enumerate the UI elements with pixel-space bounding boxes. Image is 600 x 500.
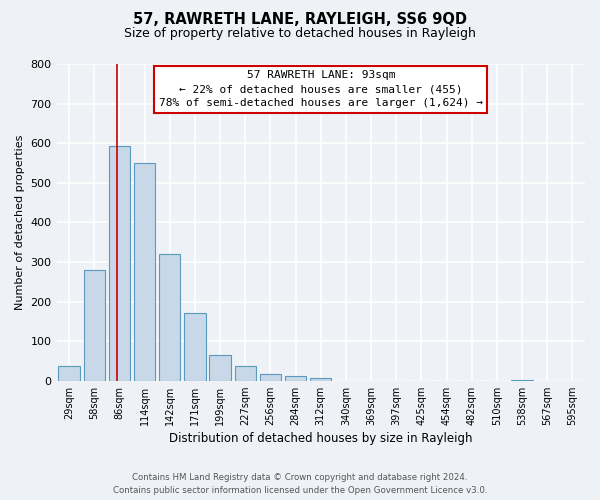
Bar [310,378,331,380]
Bar [58,366,80,380]
Bar [159,254,181,380]
Bar [235,366,256,380]
Text: Size of property relative to detached houses in Rayleigh: Size of property relative to detached ho… [124,28,476,40]
Bar [134,164,155,380]
Bar [184,314,206,380]
Y-axis label: Number of detached properties: Number of detached properties [15,134,25,310]
X-axis label: Distribution of detached houses by size in Rayleigh: Distribution of detached houses by size … [169,432,473,445]
Bar [83,270,105,380]
Text: 57 RAWRETH LANE: 93sqm
← 22% of detached houses are smaller (455)
78% of semi-de: 57 RAWRETH LANE: 93sqm ← 22% of detached… [159,70,483,108]
Bar [285,376,307,380]
Text: Contains HM Land Registry data © Crown copyright and database right 2024.
Contai: Contains HM Land Registry data © Crown c… [113,474,487,495]
Bar [260,374,281,380]
Text: 57, RAWRETH LANE, RAYLEIGH, SS6 9QD: 57, RAWRETH LANE, RAYLEIGH, SS6 9QD [133,12,467,28]
Bar [209,355,231,380]
Bar [109,146,130,380]
